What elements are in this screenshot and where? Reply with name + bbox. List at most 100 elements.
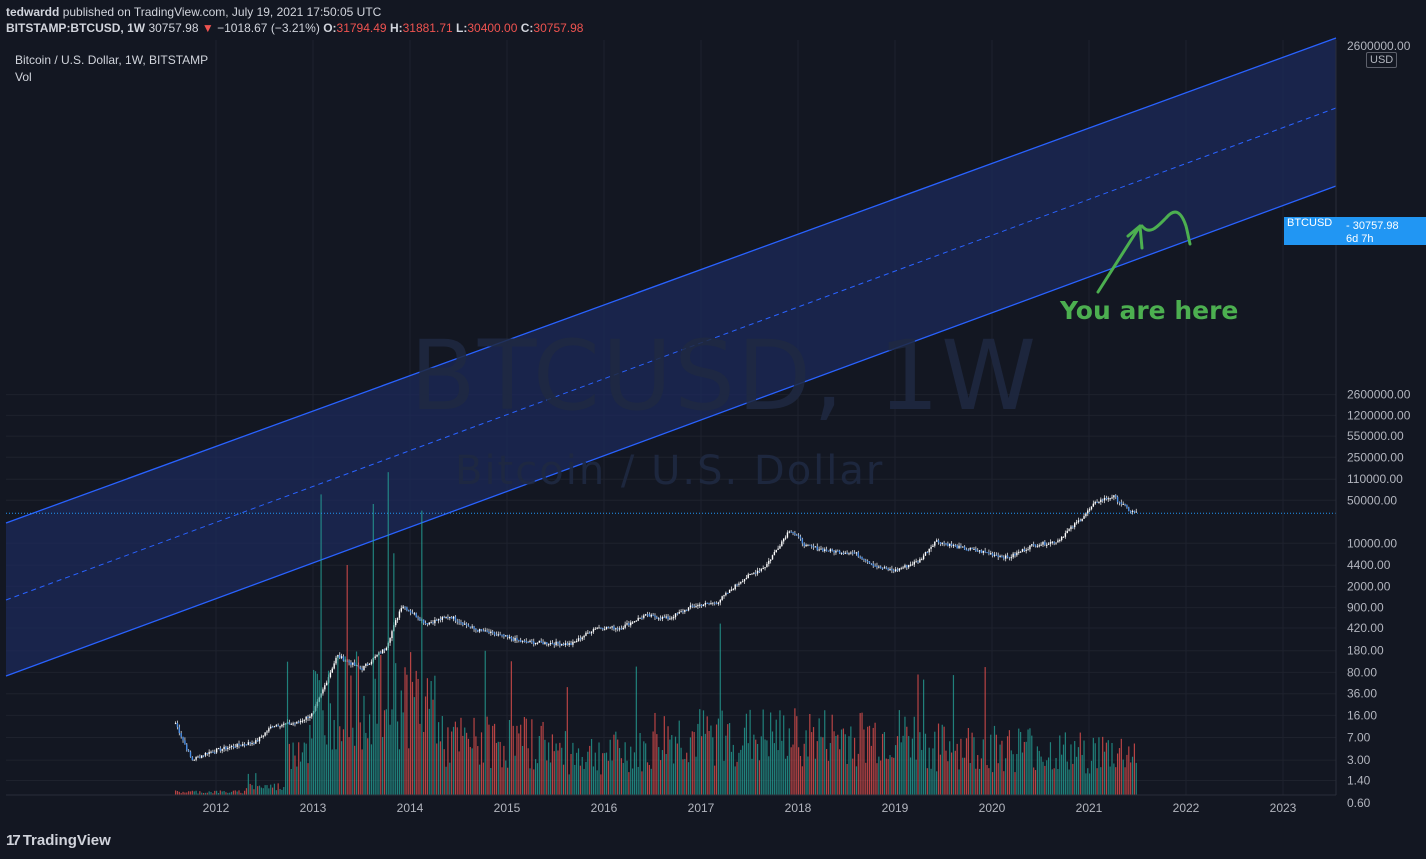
series-title[interactable]: Bitcoin / U.S. Dollar, 1W, BITSTAMP xyxy=(15,53,209,67)
volume-bar xyxy=(520,724,522,795)
candle-body xyxy=(1113,495,1115,498)
candle-body xyxy=(805,544,807,546)
candle-body xyxy=(1124,503,1126,505)
candle-body xyxy=(380,652,382,654)
candle-body xyxy=(630,622,632,626)
candle-body xyxy=(868,561,871,564)
candle-body xyxy=(400,608,402,612)
volume-bar xyxy=(958,769,960,795)
volume-bar xyxy=(249,783,251,795)
volume-bar xyxy=(542,721,544,795)
volume-bar xyxy=(270,784,272,795)
candle-body xyxy=(680,611,682,613)
candle-body xyxy=(1077,520,1080,523)
volume-bar xyxy=(493,723,496,795)
volume-label[interactable]: Vol xyxy=(15,70,32,84)
candle-body xyxy=(607,626,610,628)
volume-bar xyxy=(695,756,697,795)
volume-bar xyxy=(964,757,966,795)
volume-bar xyxy=(219,790,221,795)
volume-bar xyxy=(227,792,229,795)
candle-body xyxy=(256,740,259,742)
volume-bar xyxy=(559,742,561,795)
candle-body xyxy=(1096,501,1098,503)
candle-body xyxy=(1049,542,1052,544)
candle-body xyxy=(324,685,326,690)
ohlc-line: BITSTAMP:BTCUSD, 1W 30757.98 ▼ −1018.67 … xyxy=(6,21,583,35)
volume-bar xyxy=(199,791,201,795)
candle-body xyxy=(764,567,766,569)
currency-label[interactable]: USD xyxy=(1366,52,1398,68)
volume-bar xyxy=(202,792,205,795)
candle-body xyxy=(365,663,367,666)
candle-body xyxy=(773,552,776,556)
candle-body xyxy=(993,554,996,556)
candle-body xyxy=(894,569,897,572)
volume-bar xyxy=(742,745,744,795)
candle-body xyxy=(279,726,281,728)
candle-body xyxy=(769,559,772,561)
volume-bar xyxy=(1023,741,1025,795)
candle-body xyxy=(1025,549,1027,551)
volume-bar xyxy=(936,771,938,795)
volume-bar xyxy=(201,792,203,795)
tradingview-logo[interactable]: 17 TradingView xyxy=(6,832,111,849)
candle-body xyxy=(995,554,998,556)
candle-body xyxy=(631,622,634,624)
candle-body xyxy=(1040,544,1042,546)
candle-body xyxy=(852,552,854,554)
volume-bar xyxy=(480,732,483,795)
volume-bar xyxy=(1062,744,1065,795)
candle-body xyxy=(1120,502,1123,505)
candle-body xyxy=(870,563,873,565)
volume-bar xyxy=(225,792,227,795)
candle-body xyxy=(422,619,425,624)
candle-body xyxy=(467,625,470,627)
volume-bar xyxy=(794,708,796,795)
candle-body xyxy=(1047,543,1050,545)
volume-bar xyxy=(730,751,733,795)
candle-body xyxy=(240,745,242,747)
volume-bar xyxy=(630,746,632,795)
volume-bar xyxy=(719,623,721,795)
candle-body xyxy=(464,623,466,625)
candle-body xyxy=(249,742,251,744)
volume-bar xyxy=(424,696,427,795)
price-axis-tick: 36.00 xyxy=(1347,687,1377,701)
volume-bar xyxy=(1117,753,1119,795)
candle-body xyxy=(331,668,333,673)
candle-body xyxy=(934,541,936,546)
volume-bar xyxy=(507,767,509,795)
volume-bar xyxy=(725,735,727,795)
candle-body xyxy=(891,568,893,571)
open-label: O: xyxy=(323,21,337,35)
candle-body xyxy=(676,613,679,615)
volume-bar xyxy=(645,743,647,795)
volume-bar xyxy=(896,736,899,795)
candle-body xyxy=(935,540,938,542)
candle-body xyxy=(187,750,190,752)
volume-bar xyxy=(596,770,598,795)
candle-body xyxy=(1135,511,1137,513)
volume-bar xyxy=(417,678,419,795)
volume-bar xyxy=(859,713,861,795)
volume-bar xyxy=(451,731,453,795)
candle-body xyxy=(671,617,673,619)
volume-bar xyxy=(766,740,768,795)
volume-bar xyxy=(1085,773,1087,795)
volume-bar xyxy=(438,722,440,795)
you-are-here-annotation[interactable]: You are here xyxy=(1060,296,1239,325)
volume-bar xyxy=(271,787,274,795)
candle-body xyxy=(1036,546,1039,548)
candle-body xyxy=(855,552,858,554)
candle-body xyxy=(383,649,386,651)
candle-body xyxy=(1027,549,1029,551)
candle-body xyxy=(980,550,983,553)
volume-bar xyxy=(331,749,333,795)
author-name[interactable]: tedwardd xyxy=(6,5,60,19)
candle-body xyxy=(546,642,548,645)
candle-body xyxy=(176,723,179,728)
volume-bar xyxy=(917,674,919,795)
candle-body xyxy=(536,642,539,644)
